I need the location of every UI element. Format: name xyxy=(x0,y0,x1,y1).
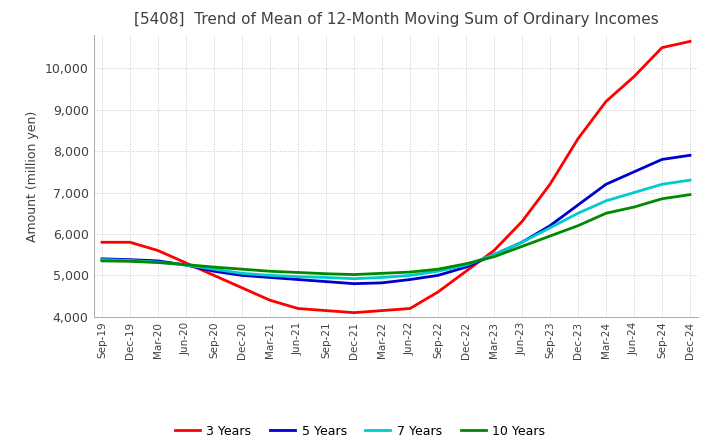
10 Years xyxy=(490,254,498,260)
3 Years xyxy=(378,308,387,313)
5 Years xyxy=(126,257,135,262)
5 Years xyxy=(181,262,190,268)
5 Years xyxy=(405,277,414,282)
10 Years xyxy=(98,258,107,264)
7 Years xyxy=(574,211,582,216)
3 Years xyxy=(294,306,302,311)
3 Years xyxy=(433,290,442,295)
Line: 5 Years: 5 Years xyxy=(102,155,690,284)
3 Years xyxy=(574,136,582,141)
3 Years xyxy=(462,268,470,274)
10 Years xyxy=(153,260,162,265)
5 Years xyxy=(685,153,694,158)
7 Years xyxy=(546,225,554,231)
Line: 3 Years: 3 Years xyxy=(102,41,690,313)
Line: 7 Years: 7 Years xyxy=(102,180,690,279)
10 Years xyxy=(405,269,414,275)
7 Years xyxy=(266,273,274,278)
7 Years xyxy=(518,240,526,245)
3 Years xyxy=(630,74,639,79)
7 Years xyxy=(405,273,414,278)
Line: 10 Years: 10 Years xyxy=(102,194,690,275)
7 Years xyxy=(350,276,359,281)
10 Years xyxy=(238,267,246,272)
10 Years xyxy=(518,244,526,249)
Y-axis label: Amount (million yen): Amount (million yen) xyxy=(27,110,40,242)
3 Years xyxy=(602,99,611,104)
7 Years xyxy=(294,274,302,279)
5 Years xyxy=(630,169,639,175)
10 Years xyxy=(433,267,442,272)
7 Years xyxy=(433,268,442,274)
7 Years xyxy=(238,271,246,276)
3 Years xyxy=(210,273,218,278)
10 Years xyxy=(322,271,330,276)
5 Years xyxy=(153,258,162,264)
5 Years xyxy=(433,273,442,278)
10 Years xyxy=(181,262,190,267)
5 Years xyxy=(602,182,611,187)
3 Years xyxy=(98,240,107,245)
10 Years xyxy=(210,264,218,270)
7 Years xyxy=(126,258,135,263)
5 Years xyxy=(657,157,666,162)
7 Years xyxy=(490,252,498,257)
3 Years xyxy=(546,182,554,187)
5 Years xyxy=(378,280,387,286)
5 Years xyxy=(322,279,330,284)
7 Years xyxy=(685,177,694,183)
10 Years xyxy=(685,192,694,197)
7 Years xyxy=(322,275,330,280)
7 Years xyxy=(462,262,470,268)
3 Years xyxy=(181,260,190,266)
10 Years xyxy=(350,272,359,277)
10 Years xyxy=(126,259,135,264)
10 Years xyxy=(266,268,274,274)
7 Years xyxy=(153,260,162,265)
7 Years xyxy=(210,267,218,272)
10 Years xyxy=(462,261,470,267)
3 Years xyxy=(322,308,330,313)
3 Years xyxy=(490,248,498,253)
5 Years xyxy=(350,281,359,286)
5 Years xyxy=(574,202,582,208)
5 Years xyxy=(490,252,498,257)
7 Years xyxy=(602,198,611,203)
Legend: 3 Years, 5 Years, 7 Years, 10 Years: 3 Years, 5 Years, 7 Years, 10 Years xyxy=(170,420,550,440)
3 Years xyxy=(266,297,274,303)
10 Years xyxy=(294,270,302,275)
10 Years xyxy=(378,271,387,276)
7 Years xyxy=(98,257,107,262)
7 Years xyxy=(378,275,387,280)
3 Years xyxy=(238,285,246,290)
5 Years xyxy=(294,277,302,282)
10 Years xyxy=(602,211,611,216)
10 Years xyxy=(630,205,639,210)
7 Years xyxy=(657,182,666,187)
5 Years xyxy=(518,240,526,245)
3 Years xyxy=(350,310,359,315)
5 Years xyxy=(546,223,554,228)
3 Years xyxy=(518,219,526,224)
5 Years xyxy=(462,264,470,270)
10 Years xyxy=(657,196,666,202)
3 Years xyxy=(153,248,162,253)
3 Years xyxy=(657,45,666,50)
10 Years xyxy=(546,233,554,238)
5 Years xyxy=(98,256,107,261)
7 Years xyxy=(181,262,190,268)
5 Years xyxy=(266,275,274,280)
3 Years xyxy=(405,306,414,311)
7 Years xyxy=(630,190,639,195)
Title: [5408]  Trend of Mean of 12-Month Moving Sum of Ordinary Incomes: [5408] Trend of Mean of 12-Month Moving … xyxy=(134,12,658,27)
10 Years xyxy=(574,223,582,228)
5 Years xyxy=(210,268,218,274)
3 Years xyxy=(685,39,694,44)
3 Years xyxy=(126,240,135,245)
5 Years xyxy=(238,273,246,278)
